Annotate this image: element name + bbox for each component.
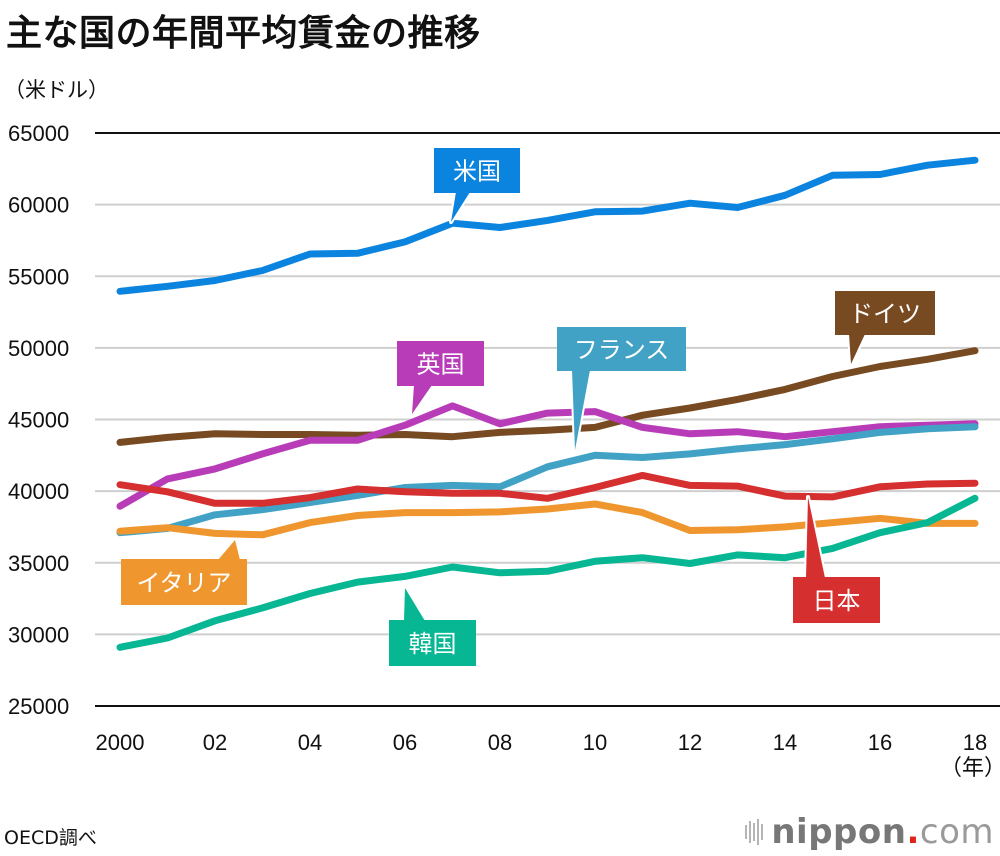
series-line (116, 347, 979, 446)
legend-label: 英国 (417, 351, 465, 379)
series-callout: フランス (557, 327, 686, 452)
x-axis-unit-label: （年） (940, 755, 1000, 780)
logo-wordmark: nippon.com (771, 812, 994, 852)
chart-title: 主な国の年間平均賃金の推移 (6, 13, 481, 54)
series-callout: ドイツ (835, 291, 935, 366)
callout-pointer-fill (404, 588, 425, 621)
y-tick-label: 40000 (8, 479, 69, 504)
legend-label: 韓国 (409, 630, 457, 658)
series-line (116, 494, 979, 651)
y-tick-label: 30000 (8, 622, 69, 647)
series-line (116, 500, 979, 539)
series-line (116, 471, 979, 507)
x-tick-label: 10 (583, 730, 607, 755)
x-tick-label: 02 (203, 730, 227, 755)
callout-box (793, 577, 880, 623)
y-tick-label: 55000 (8, 264, 69, 289)
legend-label: 米国 (453, 158, 501, 186)
x-axis-ticks: 2000 02 04 06 08 10 12 14 16 18 (96, 730, 988, 755)
y-tick-label: 35000 (8, 551, 69, 576)
legend-label: フランス (574, 336, 670, 364)
y-tick-label: 45000 (8, 408, 69, 433)
x-tick-label: 06 (393, 730, 417, 755)
y-tick-label: 50000 (8, 336, 69, 361)
x-tick-label: 14 (773, 730, 797, 755)
callout-box (389, 620, 476, 666)
callout-box (835, 291, 935, 335)
legend-label: イタリア (136, 569, 231, 597)
series-callout: イタリア (121, 538, 247, 605)
y-axis-ticks: 25000 30000 35000 40000 45000 50000 55000 60000… (8, 121, 69, 719)
x-tick-label: 2000 (96, 730, 145, 755)
callout-pointer-fill (412, 385, 432, 414)
x-tick-label: 08 (488, 730, 512, 755)
series-callout: 米国 (434, 148, 520, 224)
callout-pointer-fill (849, 334, 865, 364)
series-callout: 日本 (793, 495, 880, 623)
callout-box (397, 341, 484, 386)
y-axis-unit-label: （米ドル） (4, 78, 109, 102)
source-note: OECD調べ (4, 827, 97, 849)
x-tick-label: 18 (963, 730, 987, 755)
callout-box (121, 559, 247, 605)
x-tick-label: 04 (298, 730, 322, 755)
series-line (116, 156, 979, 295)
callout-pointer-fill (218, 540, 240, 560)
callout-box (434, 148, 520, 193)
y-tick-label: 60000 (8, 193, 69, 218)
series-callout: 英国 (397, 341, 484, 416)
y-tick-label: 25000 (8, 694, 69, 719)
series-lines (116, 156, 979, 651)
callout-pointer-fill (806, 497, 825, 578)
series-callout: 韓国 (389, 586, 476, 666)
x-tick-label: 12 (678, 730, 702, 755)
nippon-logo: nippon.com (745, 812, 994, 852)
legend-label: 日本 (813, 587, 861, 615)
callout-box (557, 327, 686, 371)
callout-pointer-fill (451, 192, 470, 222)
logo-sound-bars-icon (745, 819, 764, 845)
legend-label: ドイツ (849, 300, 921, 328)
y-tick-label: 65000 (8, 121, 69, 146)
x-tick-label: 16 (868, 730, 892, 755)
callout-pointer-fill (572, 370, 590, 450)
series-line (116, 402, 979, 510)
series-line (116, 423, 979, 537)
